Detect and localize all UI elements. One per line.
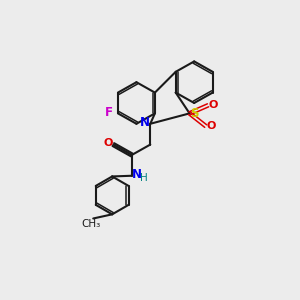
Text: O: O bbox=[206, 121, 215, 131]
Text: S: S bbox=[190, 107, 199, 120]
Text: N: N bbox=[140, 116, 149, 129]
Text: H: H bbox=[140, 172, 148, 183]
Text: O: O bbox=[208, 100, 218, 110]
Text: O: O bbox=[103, 138, 113, 148]
Text: N: N bbox=[131, 168, 141, 181]
Text: CH₃: CH₃ bbox=[81, 219, 101, 229]
Text: F: F bbox=[105, 106, 113, 119]
